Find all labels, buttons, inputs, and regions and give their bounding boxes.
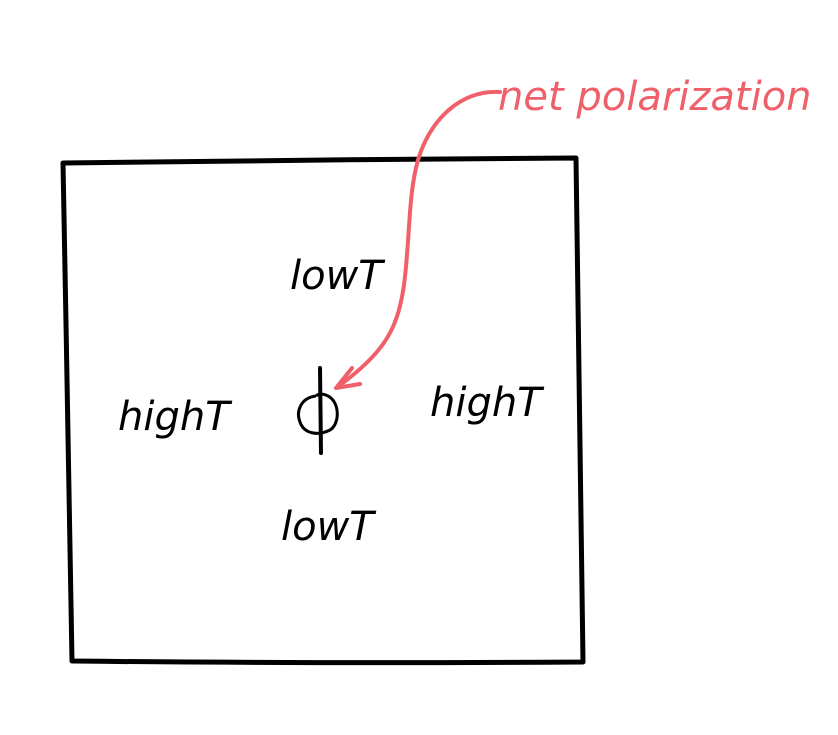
label-top-low-t: lowT (290, 253, 386, 299)
label-net-polarization: net polarization (498, 74, 812, 120)
polarization-symbol-icon (297, 366, 339, 455)
square-boundary (60, 155, 586, 666)
label-bottom-low-t: lowT (281, 504, 377, 550)
annotation-arrow (334, 89, 502, 390)
label-right-high-t: highT (430, 380, 545, 426)
label-left-high-t: highT (118, 394, 233, 440)
